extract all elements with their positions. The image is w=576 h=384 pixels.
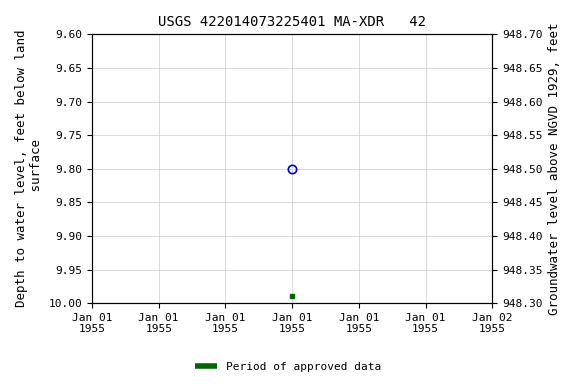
Y-axis label: Depth to water level, feet below land
 surface: Depth to water level, feet below land su… bbox=[15, 30, 43, 308]
Y-axis label: Groundwater level above NGVD 1929, feet: Groundwater level above NGVD 1929, feet bbox=[548, 23, 561, 315]
Legend: Period of approved data: Period of approved data bbox=[191, 358, 385, 377]
Title: USGS 422014073225401 MA-XDR   42: USGS 422014073225401 MA-XDR 42 bbox=[158, 15, 426, 29]
